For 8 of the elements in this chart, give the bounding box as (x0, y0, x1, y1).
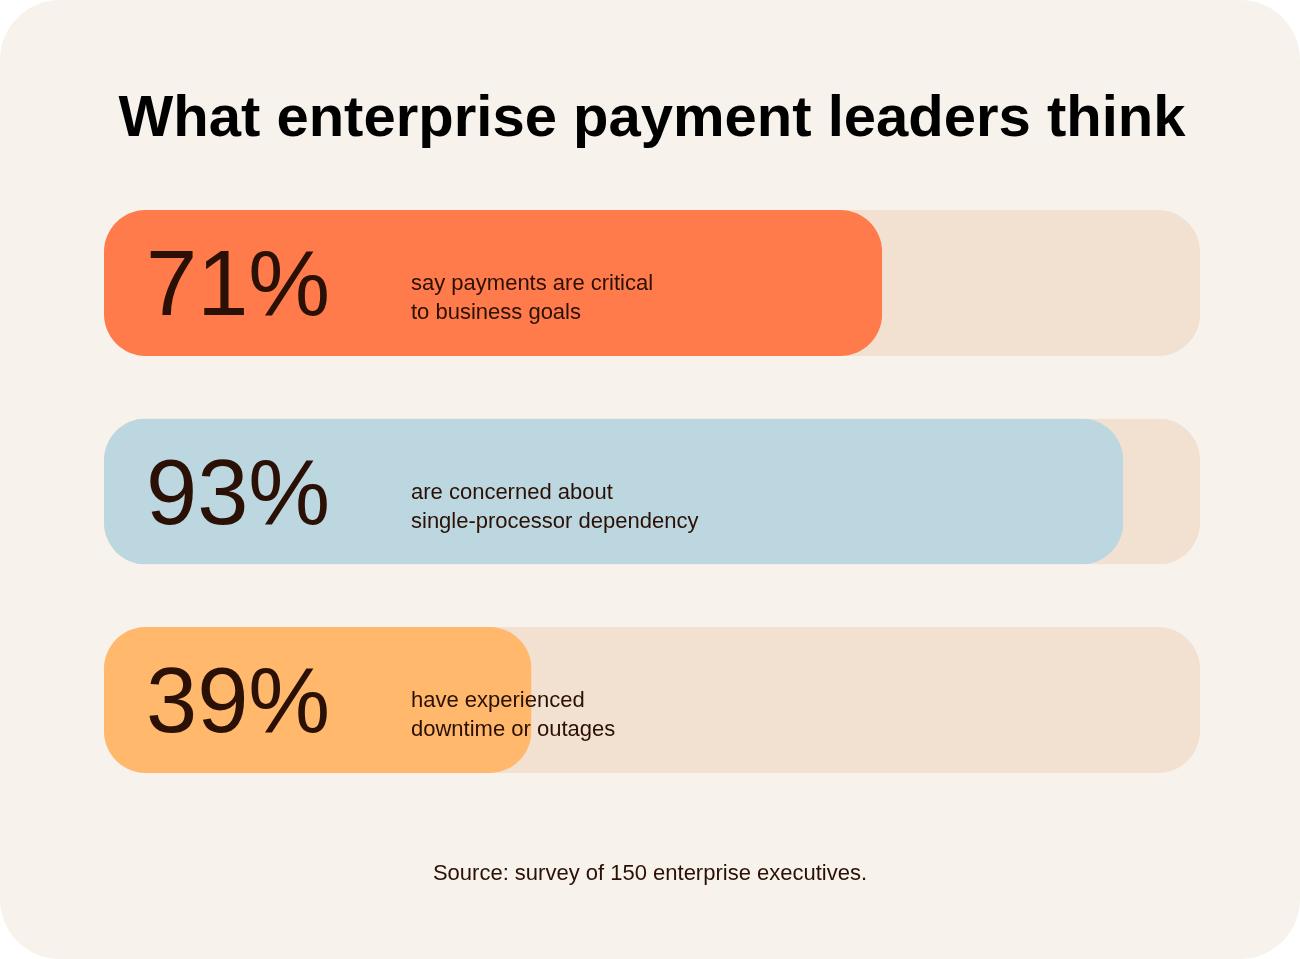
chart-title: What enterprise payment leaders think (118, 83, 1187, 148)
source-note: Source: survey of 150 enterprise executives. (431, 860, 869, 886)
data-label: 71% (146, 231, 331, 334)
y-tick-label: say payments are critical to business goals (411, 269, 654, 324)
y-tick-label: have experienced downtime or outages (411, 687, 616, 742)
y-tick-label: are concerned about single-processor dependency (411, 478, 699, 533)
data-label: 93% (146, 440, 331, 543)
data-label: 39% (146, 649, 331, 752)
